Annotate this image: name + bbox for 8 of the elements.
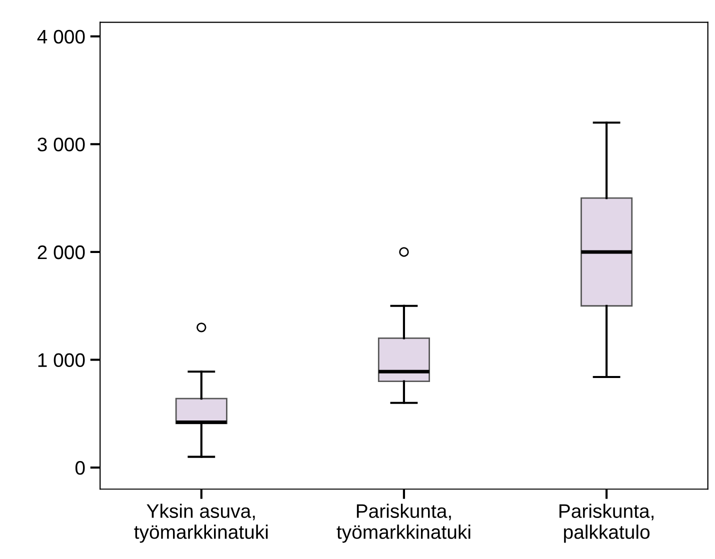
y-tick-label: 1 000 bbox=[38, 353, 85, 368]
x-tick-label: Pariskunta, palkkatulo bbox=[560, 504, 654, 543]
y-tick-label: 2 000 bbox=[38, 245, 85, 260]
y-tick-label: 3 000 bbox=[38, 138, 85, 152]
y-tick-label: 4 000 bbox=[37, 30, 85, 44]
x-tick-label: Pariskunta, työmarkkinatuki bbox=[336, 504, 470, 543]
x-tick-label: Yksin asuva, työmarkkinatuki bbox=[134, 504, 268, 543]
y-tick-label: 0 bbox=[75, 461, 85, 475]
